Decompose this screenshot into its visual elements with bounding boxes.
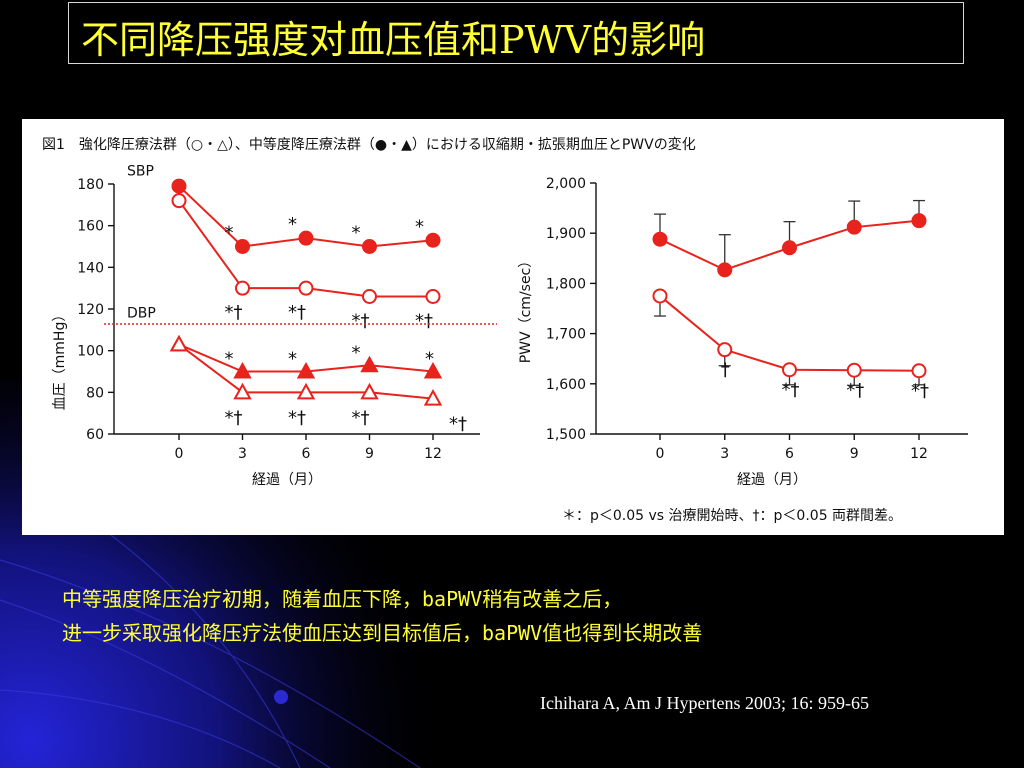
data-point-open-circle [298,280,314,296]
title-box: 不同降压强度对血压值和PWV的影响 [68,2,964,64]
chart1-significance-label: *† [225,302,243,323]
chart2-x-tick-label: 6 [785,446,794,462]
data-point-filled-circle [911,213,927,229]
chart1-y-tick-label: 80 [86,385,104,401]
data-point-open-triangle [233,382,252,400]
data-point-open-circle [717,342,733,358]
chart1-x-axis-label: 経過（月） [252,472,322,488]
data-point-filled-circle [846,219,862,235]
chart2-significance-label: *† [782,380,800,401]
chart2-x-tick-label: 9 [850,446,859,462]
data-point-filled-circle [235,239,250,254]
data-point-open-triangle [169,334,189,352]
chart1-x-tick-label: 3 [238,446,247,462]
chart2-y-tick-label: 2,000 [546,176,586,192]
chart1-annotation: DBP [127,305,156,321]
figure-chart: 図1 強化降圧療法群（○・△）、中等度降圧療法群（●・▲）における収縮期・拡張期… [42,136,968,524]
data-point-filled-triangle [233,361,252,379]
data-point-filled-triangle [296,361,316,379]
data-point-open-circle [911,363,927,379]
data-point-filled-circle [298,230,314,246]
chart2-significance-label: *† [846,380,864,401]
chart2-y-tick-label: 1,800 [546,276,586,292]
chart1-annotation: SBP [127,164,154,180]
chart2-significance-label: † [721,360,730,381]
chart1-significance-label: * [225,349,234,370]
pwv-chart: 1,500 1,600 1,700 1,800 1,900 2,000 0 3 6 9 12 経過（月… [518,176,968,488]
body-text-line-2: 进一步采取强化降压疗法使血压达到目标值后，baPWV值也得到长期改善 [62,621,703,645]
data-point-filled-circle [362,239,377,254]
chart1-significance-label: *† [415,311,433,332]
chart2-y-tick-label: 1,900 [546,226,586,242]
data-point-filled-circle [171,178,187,194]
bp-chart: 60 80 100 120 140 160 180 0 3 6 9 12 経過（月） 血圧（mmHg） SB… [52,164,480,488]
chart2-series-line [659,295,920,372]
data-point-filled-circle [717,262,733,278]
chart1-y-tick-label: 180 [77,177,104,193]
chart2-y-tick-label: 1,700 [546,327,586,343]
chart1-y-tick-label: 160 [77,219,104,235]
data-point-open-circle [782,362,797,378]
chart1-y-tick-label: 60 [86,427,104,443]
chart2-y-tick-label: 1,600 [546,377,586,393]
chart1-significance-label: *† [352,311,370,332]
data-point-filled-circle [652,231,668,247]
chart1-significance-label: * [352,342,361,363]
chart2-x-axis-label: 経過（月） [737,472,807,488]
chart1-y-tick-label: 140 [77,260,104,276]
data-point-filled-triangle [360,355,379,373]
figure-panel: 図1 強化降圧療法群（○・△）、中等度降圧療法群（●・▲）における収縮期・拡張期… [22,119,1004,535]
chart2-x-tick-label: 3 [720,446,729,462]
figure-footnote: ＊：p＜0.05 vs 治療開始時、†：p＜0.05 両群間差。 [562,507,902,524]
data-point-open-circle [425,289,441,304]
chart1-x-tick-label: 6 [302,446,311,462]
chart1-significance-label: * [288,349,297,370]
data-point-open-triangle [423,389,443,406]
data-point-filled-circle [782,240,797,256]
data-point-open-triangle [360,382,379,400]
chart1-y-axis-label: 血圧（mmHg） [52,308,68,411]
data-point-open-triangle [296,382,316,400]
chart1-significance-label: *† [449,414,467,435]
decorative-dot [274,690,288,704]
body-text-line-1: 中等强度降压治疗初期，随着血压下降，baPWV稍有改善之后， [62,587,623,611]
data-point-open-circle [652,288,668,304]
chart1-y-tick-label: 120 [77,302,104,318]
chart2-x-tick-label: 12 [910,446,928,462]
chart1-significance-label: *† [288,407,306,428]
chart1-significance-label: *† [288,302,306,323]
chart1-significance-label: * [415,216,424,237]
slide-title: 不同降压强度对血压值和PWV的影响 [81,18,706,62]
data-point-open-circle [362,289,377,304]
figure-caption: 図1 強化降圧療法群（○・△）、中等度降圧療法群（●・▲）における収縮期・拡張期… [42,136,696,153]
chart2-y-tick-label: 1,500 [546,427,586,443]
chart1-significance-label: * [352,223,361,244]
data-point-open-circle [846,362,862,378]
data-point-filled-circle [425,232,441,248]
chart2-y-axis-label: PWV（cm/sec） [518,254,534,364]
chart1-significance-label: * [288,214,297,235]
chart1-y-tick-label: 100 [77,344,104,360]
chart1-x-tick-label: 9 [365,446,374,462]
chart1-x-tick-label: 12 [424,446,442,462]
chart1-significance-label: *† [352,407,370,428]
chart1-significance-label: * [425,349,434,370]
chart2-significance-label: *† [911,381,929,402]
data-point-open-circle [235,280,250,296]
citation: Ichihara A, Am J Hypertens 2003; 16: 959… [540,693,869,713]
chart2-x-tick-label: 0 [656,446,665,462]
data-point-filled-triangle [423,361,443,379]
chart1-significance-label: * [225,223,234,244]
chart1-x-tick-label: 0 [175,446,184,462]
chart1-significance-label: *† [225,407,243,428]
data-point-open-circle [171,193,187,209]
